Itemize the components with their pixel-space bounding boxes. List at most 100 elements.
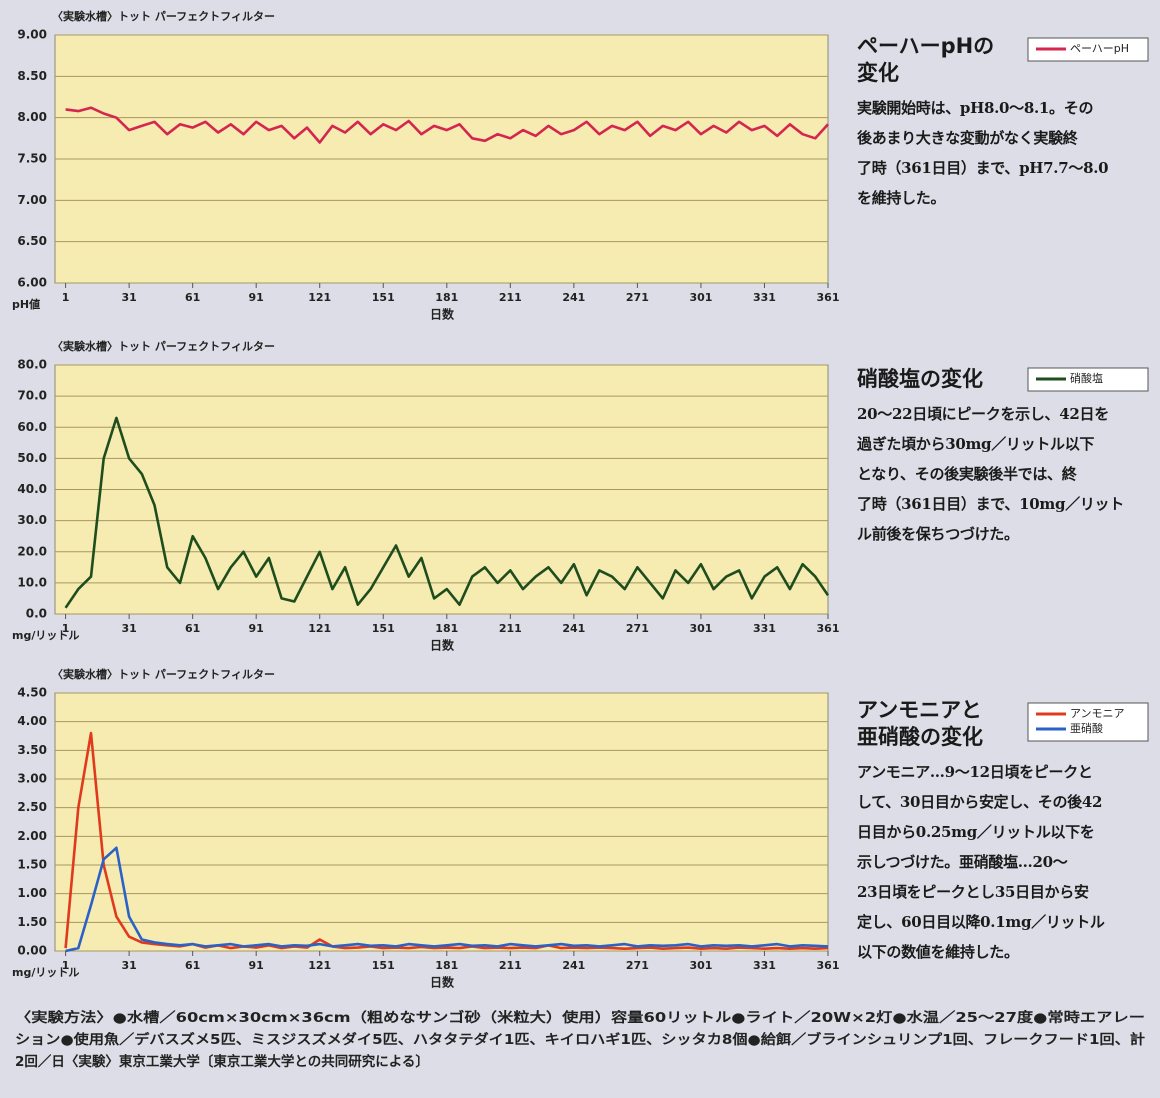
y-tick-label: 3.00	[17, 772, 47, 786]
footnote-line: 2回／日〈実験〉東京工業大学〔東京工業大学との共同研究による〕	[15, 1053, 429, 1070]
panel-text: 了時（361日目）まで、pH7.7～8.0	[857, 159, 1109, 177]
data-line	[65, 106, 829, 144]
legend-label: アンモニア	[1070, 707, 1125, 720]
panel-text: 日目から0.25mg／リットル以下を	[857, 823, 1095, 841]
x-tick-label: 331	[753, 622, 776, 635]
x-tick-label: 121	[308, 291, 331, 304]
x-tick-label: 61	[185, 622, 200, 635]
x-tick-label: 91	[249, 959, 264, 972]
y-tick-label: 60.0	[17, 420, 47, 434]
panel-text: 了時（361日目）まで、10mg／リット	[857, 495, 1124, 513]
footnote-line: ション●使用魚／デバスズメ5匹、ミスジスズメダイ5匹、ハタタテダイ1匹、キイロハ…	[15, 1031, 1146, 1048]
y-tick-label: 3.50	[17, 743, 47, 757]
plot-area	[54, 692, 829, 952]
y-tick-label: 0.0	[26, 607, 47, 621]
panel-text: 実験開始時は、pH8.0～8.1。その	[857, 99, 1094, 117]
y-tick-label: 4.50	[17, 686, 47, 700]
panel-text: を維持した。	[857, 189, 946, 207]
y-tick-label: 4.00	[17, 714, 47, 728]
side-panel: 硝酸塩の変化 20～22日頃にピークを示し、42日を 過ぎた頃から30mg／リットル…	[857, 366, 1153, 549]
x-tick-label: 181	[435, 291, 458, 304]
panel-text: 20～22日頃にピークを示し、42日を	[857, 405, 1109, 423]
x-tick-label: 31	[121, 291, 136, 304]
panel-heading: アンモニアと	[857, 698, 982, 722]
x-axis-label: 日数	[430, 307, 455, 322]
side-panel: ペーハーpHの 変化実験開始時は、pH8.0～8.1。その 後あまり大きな変動がなく…	[857, 33, 1153, 213]
x-tick-label: 241	[562, 622, 585, 635]
x-tick-label: 181	[435, 622, 458, 635]
y-tick-label: 40.0	[17, 482, 47, 496]
footnote-line: 〈実験方法〉●水槽／60cm×30cm×36cm（粗めなサンゴ砂（米粒大）使用）…	[15, 1009, 1145, 1026]
chart-title: 〈実験水槽〉トット パーフェクトフィルター	[52, 339, 275, 353]
data-line	[64, 416, 830, 609]
x-tick-label: 61	[185, 291, 200, 304]
y-tick-label: 8.00	[17, 110, 47, 124]
side-panel: アンモニアと 亜硝酸の変化 アンモニア…9～12日頃をピークと して、30日目から安定…	[857, 697, 1153, 967]
legend-box	[1027, 367, 1149, 392]
y-axis-label: mg/リットル	[12, 966, 79, 979]
panel-heading: 亜硝酸の変化	[857, 725, 983, 749]
panel-text: 定し、60日目以降0.1mg／リットル	[857, 913, 1105, 931]
y-tick-label: 20.0	[17, 544, 47, 558]
y-tick-label: 70.0	[17, 389, 47, 403]
panel-text: 過ぎた頃から30mg／リットル以下	[857, 435, 1095, 453]
x-tick-label: 241	[562, 959, 585, 972]
legend-label: 硝酸塩	[1070, 371, 1103, 385]
panel-text: 示しつづけた。亜硝酸塩…20～	[857, 853, 1068, 871]
y-tick-label: 2.50	[17, 800, 47, 814]
chart-title: 〈実験水槽〉トット パーフェクトフィルター	[52, 667, 275, 681]
panel-heading: 変化	[857, 61, 899, 85]
y-axis-label: mg/リットル	[12, 629, 79, 642]
panel-text: ル前後を保ちつづけた。	[857, 525, 1019, 543]
x-tick-label: 361	[817, 959, 840, 972]
legend-box	[1027, 37, 1149, 62]
x-axis-label: 日数	[430, 638, 455, 653]
x-tick-label: 151	[372, 959, 395, 972]
y-tick-label: 2.00	[17, 829, 47, 843]
x-tick-label: 301	[689, 622, 712, 635]
y-tick-label: 8.50	[17, 69, 47, 83]
panel-text: 23日頃をピークとし35日目から安	[857, 883, 1089, 901]
x-tick-label: 361	[817, 622, 840, 635]
panel-text: して、30日目から安定し、その後42	[857, 793, 1103, 811]
x-tick-label: 301	[689, 291, 712, 304]
x-tick-label: 271	[626, 291, 649, 304]
x-tick-label: 121	[308, 622, 331, 635]
y-axis-label: pH値	[12, 297, 40, 311]
x-tick-label: 181	[435, 959, 458, 972]
legend-label: 亜硝酸	[1070, 721, 1103, 735]
y-tick-label: 1.50	[17, 915, 47, 929]
x-tick-label: 241	[562, 291, 585, 304]
y-tick-label: 80.0	[17, 358, 47, 372]
x-tick-label: 151	[372, 291, 395, 304]
x-tick-label: 31	[121, 959, 136, 972]
y-tick-label: 6.00	[17, 276, 47, 290]
x-tick-label: 211	[499, 959, 522, 972]
y-tick-label: 1.50	[17, 858, 47, 872]
panel-heading: ペーハーpHの	[857, 34, 995, 58]
panel-text: となり、その後実験後半では、終	[857, 465, 1077, 483]
legend-box	[1027, 702, 1149, 742]
x-tick-label: 331	[753, 959, 776, 972]
x-tick-label: 301	[689, 959, 712, 972]
x-tick-label: 211	[499, 622, 522, 635]
legend-label: ペーハーpH	[1070, 42, 1129, 55]
x-tick-label: 1	[62, 622, 70, 635]
y-tick-label: 1.00	[17, 886, 47, 900]
y-tick-label: 6.50	[17, 234, 47, 248]
x-tick-label: 91	[249, 622, 264, 635]
data-line	[65, 846, 829, 953]
x-tick-label: 271	[626, 959, 649, 972]
panel-heading: 硝酸塩の変化	[857, 367, 983, 391]
y-tick-label: 50.0	[17, 451, 47, 465]
x-tick-label: 211	[499, 291, 522, 304]
x-axis-label: 日数	[430, 975, 455, 990]
x-tick-label: 61	[185, 959, 200, 972]
panel-text: 以下の数値を維持した。	[857, 943, 1019, 961]
x-tick-label: 1	[62, 291, 70, 304]
y-tick-label: 0.00	[17, 944, 47, 958]
panel-text: 後あまり大きな変動がなく実験終	[857, 129, 1078, 147]
x-tick-label: 91	[249, 291, 264, 304]
